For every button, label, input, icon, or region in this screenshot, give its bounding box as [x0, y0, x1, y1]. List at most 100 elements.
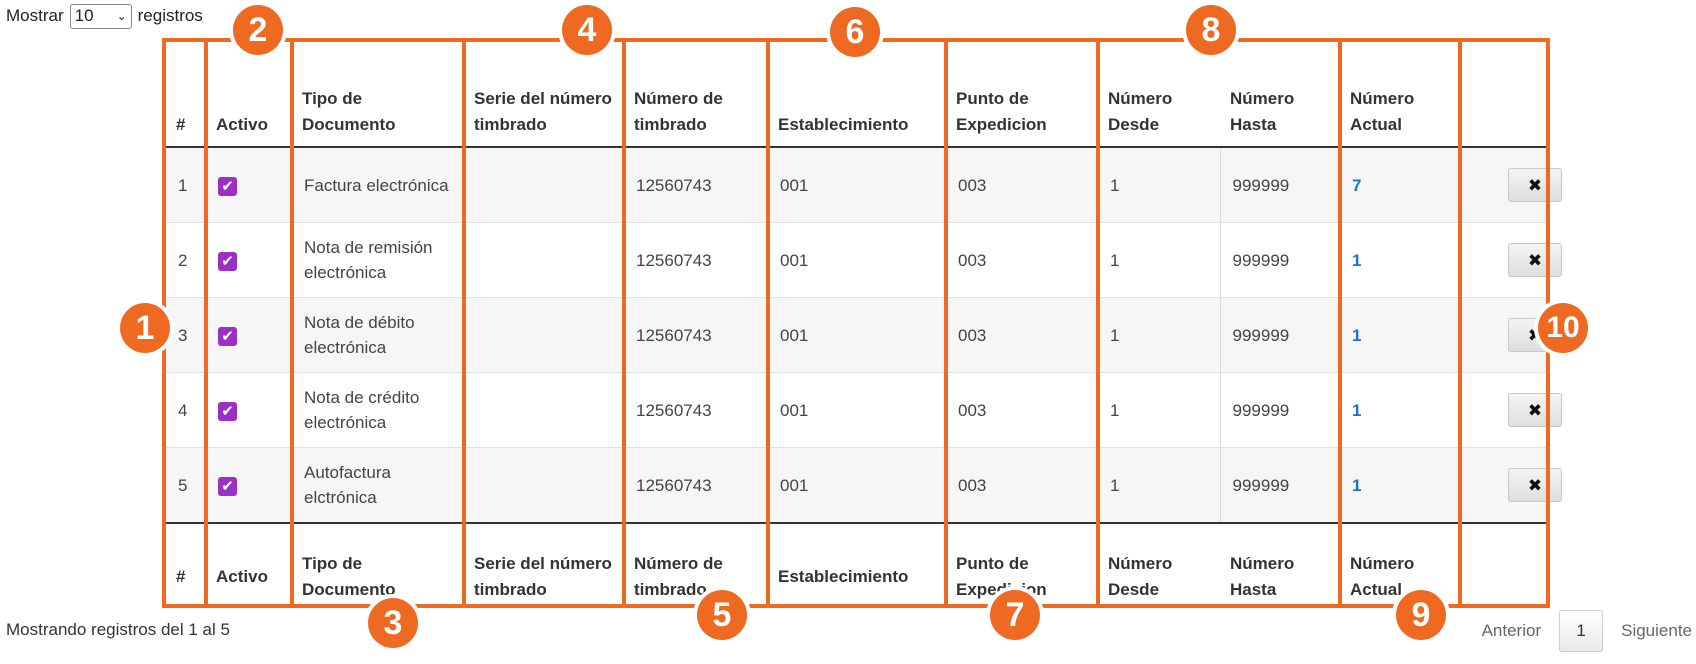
delete-button[interactable]: ✖: [1508, 393, 1562, 427]
cell-establecimiento: 001: [768, 447, 946, 523]
col-footer-hasta[interactable]: Número Hasta: [1220, 522, 1340, 630]
col-header-tipo[interactable]: Tipo de Documento: [292, 40, 464, 148]
cell-activo: ✔: [206, 372, 292, 448]
activo-checkbox[interactable]: ✔: [218, 326, 237, 346]
close-icon: ✖: [1527, 250, 1543, 270]
cell-number: 2: [166, 222, 206, 298]
table-container: # Activo Tipo de Documento Serie del núm…: [166, 40, 1562, 630]
table-row: 1 ✔ Factura electrónica 12560743 001 003 1 9999…: [166, 147, 1562, 223]
annotation-badge-4: 4: [562, 5, 612, 55]
activo-checkbox[interactable]: ✔: [218, 401, 237, 421]
cell-actions: ✖: [1460, 372, 1562, 448]
col-header-number[interactable]: #: [166, 40, 206, 148]
page-length-select[interactable]: 10 ⌄: [69, 3, 132, 29]
cell-establecimiento-text: 001: [780, 325, 809, 345]
activo-checkbox[interactable]: ✔: [218, 251, 237, 271]
cell-actual-text[interactable]: 1: [1352, 250, 1362, 270]
delete-button[interactable]: ✖: [1508, 243, 1562, 277]
col-footer-number[interactable]: #: [166, 522, 206, 630]
cell-actual-text[interactable]: 1: [1352, 325, 1362, 345]
cell-actual-text[interactable]: 1: [1352, 475, 1362, 495]
cell-punto: 003: [946, 447, 1098, 523]
cell-hasta-text: 999999: [1232, 325, 1290, 345]
cell-hasta-text: 999999: [1232, 250, 1290, 270]
cell-number-text: 4: [178, 400, 188, 420]
cell-serie: [464, 222, 624, 298]
col-header-actual[interactable]: Número Actual: [1340, 40, 1460, 148]
cell-establecimiento-text: 001: [780, 400, 809, 420]
cell-desde: 1: [1098, 297, 1221, 373]
col-footer-serie[interactable]: Serie del número timbrado: [464, 522, 624, 630]
col-footer-activo[interactable]: Activo: [206, 522, 292, 630]
pagination-page-current[interactable]: 1: [1559, 610, 1604, 652]
cell-punto: 003: [946, 222, 1098, 298]
cell-tipo-text: Nota de débito electrónica: [304, 313, 415, 357]
col-footer-punto[interactable]: Punto de Expedicion: [946, 522, 1098, 630]
close-icon: ✖: [1527, 175, 1543, 195]
cell-hasta: 999999: [1220, 147, 1340, 223]
cell-desde: 1: [1098, 372, 1221, 448]
cell-punto-text: 003: [958, 175, 987, 195]
cell-number-text: 1: [178, 175, 188, 195]
cell-establecimiento: 001: [768, 372, 946, 448]
cell-actions: ✖: [1460, 147, 1562, 223]
cell-punto: 003: [946, 147, 1098, 223]
cell-activo: ✔: [206, 222, 292, 298]
col-header-serie[interactable]: Serie del número timbrado: [464, 40, 624, 148]
close-icon: ✖: [1527, 475, 1543, 495]
cell-establecimiento-text: 001: [780, 475, 809, 495]
cell-hasta-text: 999999: [1232, 400, 1290, 420]
cell-hasta-text: 999999: [1232, 175, 1290, 195]
cell-desde-text: 1: [1110, 475, 1120, 495]
activo-checkbox[interactable]: ✔: [218, 476, 237, 496]
col-header-desde[interactable]: Número Desde: [1098, 40, 1220, 148]
annotation-badge-8: 8: [1186, 5, 1236, 55]
delete-button[interactable]: ✖: [1508, 468, 1562, 502]
cell-timbrado: 12560743: [624, 297, 768, 373]
pagination-prev[interactable]: Anterior: [1481, 621, 1542, 640]
cell-tipo: Nota de remisión electrónica: [292, 222, 464, 298]
cell-timbrado: 12560743: [624, 372, 768, 448]
cell-punto-text: 003: [958, 400, 987, 420]
activo-checkbox[interactable]: ✔: [218, 176, 237, 196]
cell-actual: 1: [1340, 222, 1460, 298]
cell-establecimiento: 001: [768, 147, 946, 223]
col-header-punto[interactable]: Punto de Expedicion: [946, 40, 1098, 148]
cell-timbrado: 12560743: [624, 222, 768, 298]
col-footer-desde[interactable]: Número Desde: [1098, 522, 1220, 630]
cell-actions: ✖: [1460, 447, 1562, 523]
col-header-timbrado[interactable]: Número de timbrado: [624, 40, 768, 148]
cell-tipo: Autofactura elctrónica: [292, 447, 464, 523]
cell-timbrado-text: 12560743: [636, 475, 712, 495]
cell-actual: 1: [1340, 447, 1460, 523]
annotation-badge-5: 5: [697, 590, 747, 640]
cell-desde: 1: [1098, 222, 1221, 298]
cell-punto: 003: [946, 297, 1098, 373]
cell-number: 5: [166, 447, 206, 523]
cell-establecimiento: 001: [768, 222, 946, 298]
cell-tipo: Factura electrónica: [292, 147, 464, 223]
cell-actual-text[interactable]: 7: [1352, 175, 1362, 195]
col-header-establecimiento[interactable]: Establecimiento: [768, 40, 946, 148]
cell-number-text: 5: [178, 475, 188, 495]
cell-timbrado-text: 12560743: [636, 325, 712, 345]
annotation-badge-9: 9: [1396, 590, 1446, 640]
cell-actions: ✖: [1460, 222, 1562, 298]
cell-establecimiento-text: 001: [780, 175, 809, 195]
cell-desde-text: 1: [1110, 400, 1120, 420]
col-footer-establecimiento[interactable]: Establecimiento: [768, 522, 946, 630]
col-header-activo[interactable]: Activo: [206, 40, 292, 148]
cell-desde-text: 1: [1110, 250, 1120, 270]
cell-tipo: Nota de débito electrónica: [292, 297, 464, 373]
cell-serie: [464, 447, 624, 523]
pagination-next[interactable]: Siguiente: [1621, 621, 1692, 640]
cell-punto-text: 003: [958, 475, 987, 495]
timbrado-table: # Activo Tipo de Documento Serie del núm…: [166, 40, 1562, 630]
cell-actual-text[interactable]: 1: [1352, 400, 1362, 420]
col-header-hasta[interactable]: Número Hasta: [1220, 40, 1340, 148]
table-row: 2 ✔ Nota de remisión electrónica 12560743 00…: [166, 222, 1562, 298]
cell-hasta: 999999: [1220, 222, 1340, 298]
cell-tipo-text: Autofactura elctrónica: [304, 463, 391, 507]
cell-punto-text: 003: [958, 250, 987, 270]
delete-button[interactable]: ✖: [1508, 168, 1562, 202]
